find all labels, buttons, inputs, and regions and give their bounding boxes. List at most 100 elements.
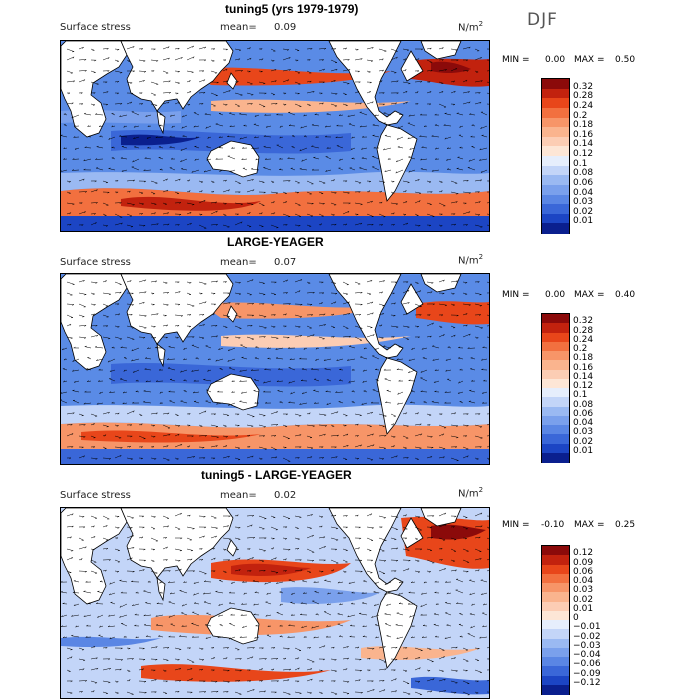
stress-vector (402, 435, 409, 439)
stress-vector (306, 668, 313, 671)
stress-vector-head (144, 692, 147, 694)
stress-vector (222, 570, 227, 573)
stress-vector (258, 413, 266, 416)
stress-vector (294, 224, 301, 226)
stress-vector-head (130, 82, 133, 84)
stress-vector (318, 202, 325, 204)
stress-vector (351, 401, 356, 404)
stress-vector (402, 81, 411, 84)
stress-vector-head (431, 135, 434, 137)
stress-vector (258, 457, 263, 460)
stress-vector (162, 546, 168, 550)
stress-vector (114, 336, 122, 340)
stress-vector-head (392, 423, 395, 426)
stress-vector-head (398, 602, 401, 604)
stress-vector (121, 169, 128, 172)
stress-vector-head (312, 534, 314, 537)
stress-vector (186, 212, 192, 215)
stress-vector (198, 535, 205, 539)
stress-vector (246, 336, 254, 340)
stress-vector (450, 424, 459, 427)
stress-vector-head (479, 294, 482, 296)
stress-vector-head (266, 592, 269, 595)
stress-vector (191, 169, 200, 173)
stress-vector (102, 647, 108, 649)
stress-vector-head (322, 203, 325, 205)
stress-vector (402, 48, 409, 51)
stress-vector (228, 636, 236, 640)
stress-vector-head (446, 158, 448, 161)
stress-vector (438, 334, 445, 338)
stress-vector-head (190, 668, 193, 671)
stress-vector-head (465, 435, 468, 438)
stress-vector (270, 80, 277, 83)
stress-vector (186, 303, 195, 307)
stress-vector (342, 335, 351, 338)
stress-vector (361, 157, 368, 160)
stress-vector (366, 657, 371, 660)
stress-vector-head (471, 124, 474, 126)
stress-vector-head (141, 515, 144, 518)
colorbar-tick-label: 0.14 (573, 371, 594, 382)
stress-vector-head (383, 646, 386, 649)
stress-vector-head (406, 457, 409, 459)
stress-vector (366, 200, 373, 204)
stress-vector (354, 314, 361, 316)
stress-vector (162, 691, 168, 694)
stress-vector (474, 536, 481, 539)
stress-vector (390, 547, 398, 550)
stress-vector-head (361, 592, 364, 594)
stress-vector (102, 434, 107, 437)
stress-vector-head (481, 391, 484, 394)
stress-vector (61, 400, 68, 404)
stress-vector (102, 515, 110, 520)
stress-vector-head (153, 48, 156, 51)
stress-vector-head (303, 347, 306, 350)
stress-vector-head (203, 680, 206, 683)
stress-vector (210, 526, 218, 529)
stress-vector-head (433, 381, 436, 383)
stress-vector (378, 213, 386, 217)
stress-vector-head (86, 624, 89, 627)
stress-vector (366, 70, 371, 73)
panel2-title: LARGE-YEAGER (227, 235, 324, 249)
stress-vector-head (140, 92, 143, 95)
stress-vector (462, 191, 471, 194)
stress-vector-head (203, 92, 206, 94)
stress-vector-head (84, 325, 87, 327)
stress-vector-head (254, 591, 257, 593)
stress-vector-head (420, 613, 423, 616)
stress-vector-head (85, 636, 88, 638)
stress-vector-head (287, 157, 290, 159)
stress-vector-head (158, 358, 161, 361)
stress-vector (114, 412, 120, 415)
stress-vector-head (179, 668, 182, 670)
stress-vector-head (227, 316, 230, 318)
stress-vector (135, 636, 140, 639)
stress-vector (174, 178, 181, 182)
stress-vector-head (213, 547, 215, 550)
stress-vector (354, 325, 363, 329)
stress-vector-head (133, 137, 135, 139)
stress-vector-head (204, 113, 207, 115)
stress-vector-head (406, 657, 408, 660)
stress-vector-head (181, 604, 184, 607)
stress-vector (366, 526, 374, 529)
stress-vector-head (156, 602, 159, 604)
stress-vector (414, 446, 422, 449)
stress-vector (486, 435, 489, 437)
stress-vector-head (95, 158, 98, 160)
stress-vector-head (324, 346, 327, 349)
stress-vector-head (70, 680, 73, 683)
stress-vector-head (285, 292, 288, 294)
stress-vector-head (119, 579, 122, 581)
stress-vector-head (255, 346, 258, 348)
stress-vector-head (252, 515, 254, 517)
stress-vector-head (95, 202, 98, 204)
colorbar-tick-label: 0.06 (573, 566, 594, 577)
stress-vector (366, 91, 371, 94)
stress-vector (210, 103, 216, 107)
stress-vector (306, 281, 311, 284)
stress-vector (282, 435, 290, 439)
stress-vector-head (255, 624, 258, 627)
